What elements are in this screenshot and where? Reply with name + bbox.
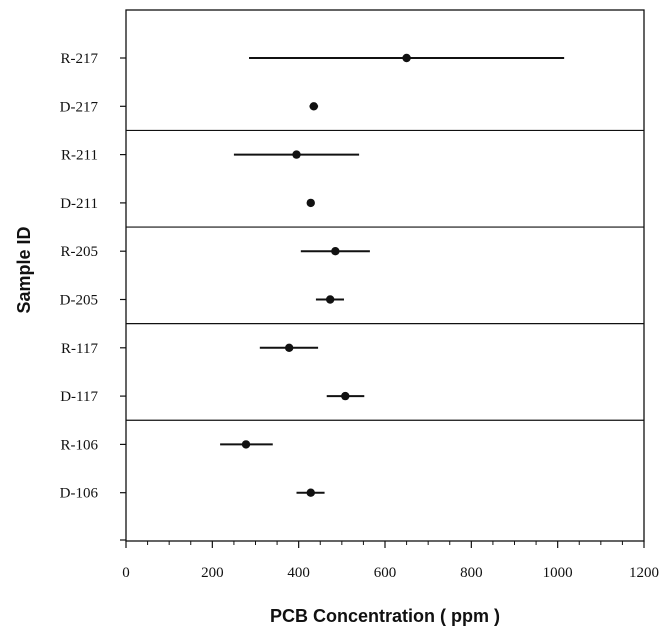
x-tick-label: 1200	[629, 565, 659, 581]
y-tick-label: D-205	[60, 293, 98, 309]
x-tick-label: 800	[460, 565, 483, 581]
data-point-d-217	[309, 102, 318, 111]
data-point-d-106	[306, 488, 315, 497]
data-point-d-117	[341, 391, 350, 401]
y-axis-ticks: R-217 D-217 R-211 D-211 R-205 D-205 R-117 D-117…	[60, 51, 126, 541]
x-tick-label: 400	[287, 565, 310, 581]
y-tick-label: R-117	[61, 341, 98, 357]
y-tick-label: R-211	[61, 148, 98, 164]
y-tick-label: R-106	[61, 437, 99, 453]
data-point-r-117	[284, 343, 294, 352]
x-tick-label: 1000	[543, 565, 573, 581]
y-tick-label: D-211	[60, 196, 98, 212]
y-tick-label: D-117	[60, 389, 98, 405]
x-tick-label: 0	[122, 565, 130, 581]
y-axis-title: Sample ID	[14, 226, 34, 313]
plot-border	[125, 9, 645, 542]
data-point-r-217	[402, 53, 411, 63]
y-tick-label: R-217	[61, 51, 99, 67]
y-tick-label: D-217	[60, 99, 99, 115]
x-tick-label: 200	[201, 565, 224, 581]
y-tick-label: D-106	[60, 486, 99, 502]
data-point-r-205	[331, 247, 340, 256]
x-axis-title: PCB Concentration ( ppm )	[270, 606, 500, 626]
x-tick-label: 600	[374, 565, 397, 581]
data-marks	[220, 53, 565, 497]
data-point-d-211	[306, 198, 315, 208]
y-tick-label: R-205	[61, 244, 99, 260]
group-separators	[126, 129, 644, 421]
data-point-r-211	[292, 150, 301, 159]
data-point-r-106	[241, 440, 251, 449]
data-point-d-205	[325, 295, 335, 304]
x-axis-ticks: 0 200 400 600 800 1000 1200	[122, 541, 659, 581]
plot-area	[125, 9, 645, 542]
